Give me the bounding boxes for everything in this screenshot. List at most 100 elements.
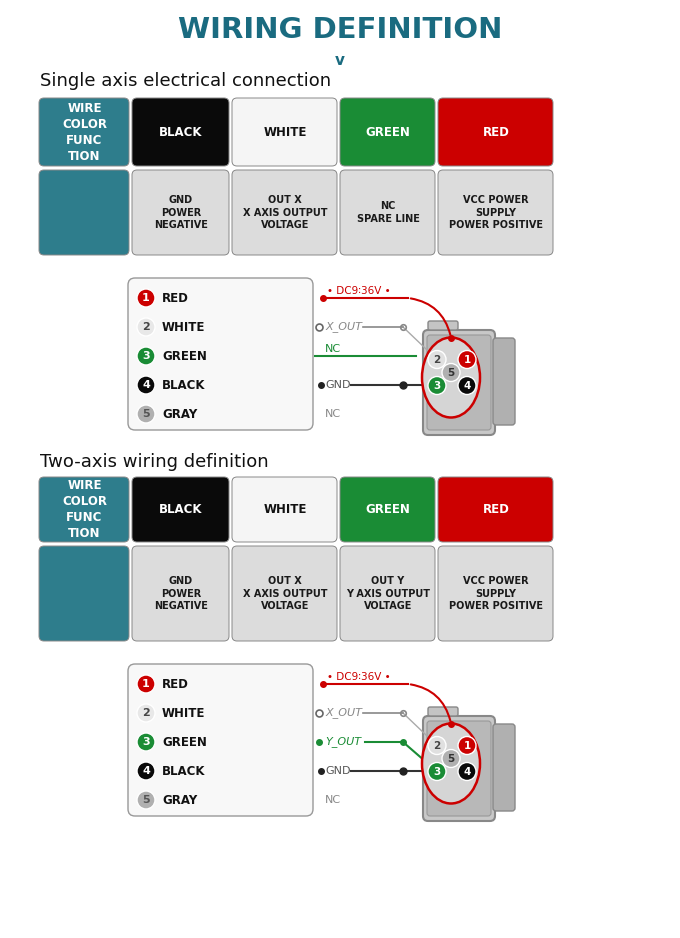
FancyBboxPatch shape — [132, 477, 229, 542]
Text: GND: GND — [325, 766, 350, 776]
Text: GRAY: GRAY — [162, 407, 197, 420]
Text: WHITE: WHITE — [263, 126, 307, 139]
Text: 4: 4 — [463, 766, 471, 777]
Circle shape — [428, 376, 446, 395]
Circle shape — [137, 405, 155, 423]
Text: 5: 5 — [447, 368, 455, 377]
FancyBboxPatch shape — [438, 477, 553, 542]
Text: NC: NC — [325, 409, 341, 419]
Text: WHITE: WHITE — [162, 321, 205, 334]
FancyBboxPatch shape — [438, 98, 553, 166]
Text: OUT X
X AXIS OUTPUT
VOLTAGE: OUT X X AXIS OUTPUT VOLTAGE — [243, 576, 327, 611]
FancyBboxPatch shape — [428, 707, 458, 716]
Text: WIRE
COLOR
FUNC
TION: WIRE COLOR FUNC TION — [62, 479, 107, 540]
Circle shape — [442, 749, 460, 767]
Text: RED: RED — [483, 126, 509, 139]
FancyBboxPatch shape — [340, 477, 435, 542]
Text: 4: 4 — [142, 380, 150, 390]
Text: 4: 4 — [463, 381, 471, 390]
Text: VCC POWER
SUPPLY
POWER POSITIVE: VCC POWER SUPPLY POWER POSITIVE — [449, 195, 543, 230]
Circle shape — [428, 763, 446, 780]
Text: GND: GND — [325, 380, 350, 390]
Text: 4: 4 — [142, 766, 150, 776]
Text: GND
POWER
NEGATIVE: GND POWER NEGATIVE — [154, 576, 208, 611]
Text: OUT X
X AXIS OUTPUT
VOLTAGE: OUT X X AXIS OUTPUT VOLTAGE — [243, 195, 327, 230]
FancyBboxPatch shape — [232, 546, 337, 641]
Text: X_OUT: X_OUT — [325, 707, 362, 719]
Circle shape — [137, 762, 155, 780]
Circle shape — [442, 364, 460, 382]
Text: 1: 1 — [142, 679, 150, 689]
Text: 1: 1 — [463, 740, 471, 750]
Text: NC
SPARE LINE: NC SPARE LINE — [356, 202, 420, 223]
Circle shape — [458, 351, 476, 369]
Text: 5: 5 — [142, 795, 150, 805]
Text: 2: 2 — [142, 322, 150, 332]
FancyBboxPatch shape — [232, 170, 337, 255]
Text: RED: RED — [162, 677, 189, 690]
FancyBboxPatch shape — [428, 321, 458, 330]
Text: 5: 5 — [447, 753, 455, 764]
FancyBboxPatch shape — [340, 98, 435, 166]
Text: WIRING DEFINITION: WIRING DEFINITION — [177, 16, 503, 44]
Text: NC: NC — [325, 795, 341, 805]
Text: 1: 1 — [463, 355, 471, 365]
FancyBboxPatch shape — [132, 98, 229, 166]
Text: GREEN: GREEN — [366, 503, 411, 516]
FancyBboxPatch shape — [493, 338, 515, 425]
FancyBboxPatch shape — [423, 716, 495, 821]
Circle shape — [458, 763, 476, 780]
Text: BLACK: BLACK — [162, 379, 205, 391]
FancyBboxPatch shape — [493, 724, 515, 811]
Text: Y_OUT: Y_OUT — [325, 736, 361, 748]
Text: GND
POWER
NEGATIVE: GND POWER NEGATIVE — [154, 195, 208, 230]
Text: X_OUT: X_OUT — [325, 322, 362, 332]
Text: 3: 3 — [433, 381, 441, 390]
FancyBboxPatch shape — [438, 170, 553, 255]
Text: GREEN: GREEN — [162, 350, 207, 362]
Circle shape — [428, 351, 446, 369]
FancyBboxPatch shape — [39, 170, 129, 255]
Text: WHITE: WHITE — [263, 503, 307, 516]
Text: 5: 5 — [142, 409, 150, 419]
Text: GRAY: GRAY — [162, 794, 197, 807]
FancyBboxPatch shape — [132, 170, 229, 255]
Text: GREEN: GREEN — [162, 735, 207, 749]
Circle shape — [458, 736, 476, 754]
Circle shape — [137, 347, 155, 365]
Text: 3: 3 — [433, 766, 441, 777]
FancyBboxPatch shape — [340, 546, 435, 641]
Text: 2: 2 — [433, 355, 441, 365]
Text: OUT Y
Y AXIS OUTPUT
VOLTAGE: OUT Y Y AXIS OUTPUT VOLTAGE — [346, 576, 430, 611]
Text: 1: 1 — [142, 293, 150, 303]
FancyBboxPatch shape — [128, 278, 313, 430]
Ellipse shape — [422, 723, 480, 804]
Text: WIRE
COLOR
FUNC
TION: WIRE COLOR FUNC TION — [62, 101, 107, 162]
Text: VCC POWER
SUPPLY
POWER POSITIVE: VCC POWER SUPPLY POWER POSITIVE — [449, 576, 543, 611]
FancyBboxPatch shape — [423, 330, 495, 435]
Text: WHITE: WHITE — [162, 706, 205, 719]
Circle shape — [137, 733, 155, 751]
Text: 3: 3 — [142, 737, 150, 747]
Text: GREEN: GREEN — [366, 126, 411, 139]
Text: Two-axis wiring definition: Two-axis wiring definition — [40, 453, 269, 471]
FancyBboxPatch shape — [232, 98, 337, 166]
Text: • DC9∶36V •: • DC9∶36V • — [327, 286, 390, 296]
Circle shape — [137, 376, 155, 394]
FancyBboxPatch shape — [427, 335, 491, 430]
Text: BLACK: BLACK — [159, 503, 203, 516]
Circle shape — [137, 791, 155, 809]
Circle shape — [137, 704, 155, 722]
FancyBboxPatch shape — [438, 546, 553, 641]
Text: NC: NC — [325, 344, 341, 354]
Text: RED: RED — [483, 503, 509, 516]
FancyBboxPatch shape — [39, 477, 129, 542]
FancyBboxPatch shape — [340, 170, 435, 255]
Circle shape — [458, 376, 476, 395]
FancyBboxPatch shape — [132, 546, 229, 641]
Text: BLACK: BLACK — [159, 126, 203, 139]
Text: 2: 2 — [433, 740, 441, 750]
Text: RED: RED — [162, 292, 189, 305]
Ellipse shape — [422, 338, 480, 417]
FancyBboxPatch shape — [232, 477, 337, 542]
